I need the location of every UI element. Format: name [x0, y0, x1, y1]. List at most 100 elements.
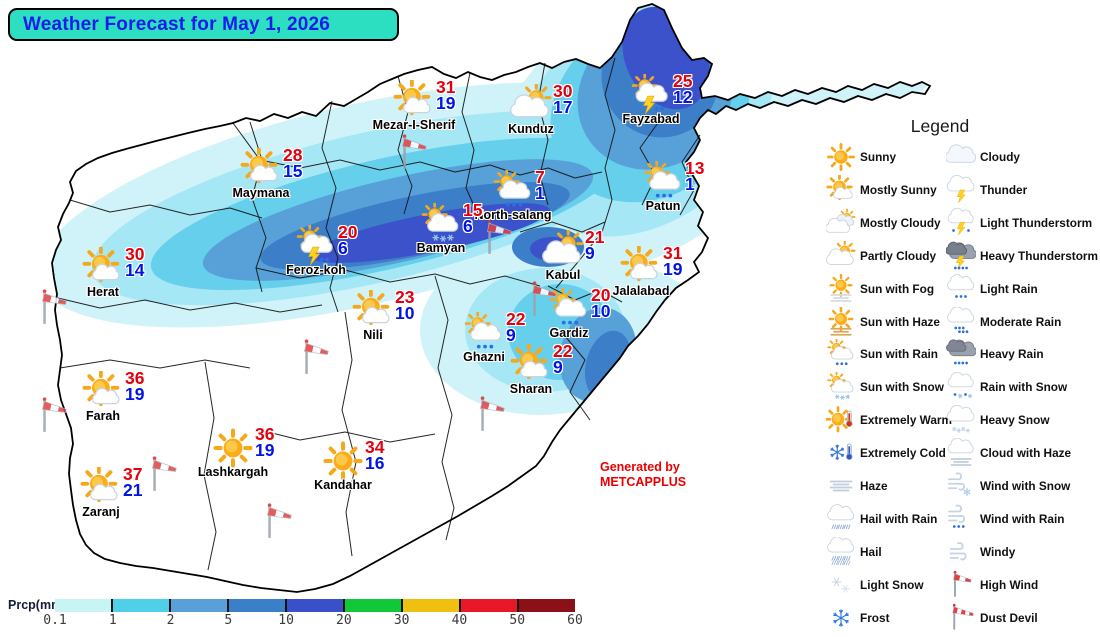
city-high-temp: 20	[338, 222, 358, 242]
city-low-temp: 17	[553, 97, 573, 117]
city-low-temp: 6	[338, 238, 348, 258]
city-low-temp: 16	[365, 453, 385, 473]
mostly-sunny-icon	[352, 290, 394, 332]
light-tstorm-icon	[946, 207, 976, 238]
legend-label: Dust Devil	[980, 610, 1038, 625]
legend-row-ext-cold: Extremely Cold	[826, 438, 946, 468]
sun-thunder-icon	[295, 225, 337, 267]
sunny-icon	[212, 427, 254, 469]
city-low-temp: 1	[535, 183, 545, 203]
city-high-temp: 13	[685, 158, 705, 178]
city-marker-kabul: 21 9 Kabul	[542, 228, 604, 282]
windsock-icon	[300, 338, 330, 381]
city-low-temp: 6	[463, 216, 473, 236]
city-marker-gardiz: 20 10 Gardiz	[548, 286, 611, 340]
legend-label: Moderate Rain	[980, 314, 1062, 329]
city-name: Farah	[85, 409, 121, 423]
city-temps: 36 19	[125, 368, 145, 403]
city-marker-ghazni: 22 9 Ghazni	[463, 310, 525, 364]
legend-row-light-snow: Light Snow	[826, 570, 924, 600]
windsock-icon	[528, 280, 558, 323]
city-high-temp: 31	[663, 243, 683, 263]
legend-label: Cloud with Haze	[980, 446, 1072, 461]
windsock-icon	[476, 395, 506, 438]
city-low-temp: 21	[123, 480, 143, 500]
legend-row-heavy-snow: Heavy Snow	[946, 405, 1050, 435]
city-marker-zaranj: 37 21 Zaranj	[80, 465, 142, 519]
city-low-temp: 19	[255, 440, 275, 460]
city-marker-feroz-koh: 20 6 Feroz-koh	[286, 223, 357, 277]
legend-label: Mostly Cloudy	[860, 215, 941, 230]
city-temps: 37 21	[123, 464, 143, 500]
legend-label: Light Rain	[980, 281, 1038, 296]
windsock-icon	[38, 288, 68, 331]
frost-icon	[826, 603, 856, 633]
colorbar-segment	[111, 599, 169, 612]
colorbar-tick-label: 5	[224, 613, 233, 628]
sun-thunder-icon	[630, 74, 672, 116]
windsock-icon	[38, 396, 68, 439]
ext-warm-icon	[826, 405, 856, 435]
city-high-temp: 30	[553, 81, 573, 101]
legend-row-hail-rain: Hail with Rain	[826, 504, 937, 534]
city-temps: 21 9	[585, 228, 604, 262]
legend-row-dust-devil: Dust Devil	[946, 603, 1038, 633]
city-name: Lashkargah	[197, 465, 269, 479]
sun-rain-icon	[492, 170, 534, 212]
city-high-temp: 22	[553, 341, 573, 361]
city-low-temp: 19	[436, 93, 456, 113]
windy-icon	[946, 537, 976, 567]
city-name: Ghazni	[463, 350, 505, 364]
windsock-icon	[148, 455, 178, 498]
colorbar-label: Prcp(mm)	[8, 598, 67, 612]
colorbar-segment	[459, 599, 517, 612]
legend-row-mod-rain: Moderate Rain	[946, 306, 1062, 337]
legend-row-wind-rain: Wind with Rain	[946, 504, 1064, 534]
wind-snow-icon	[946, 471, 976, 501]
colorbar-tick-label: 0.1	[43, 613, 67, 628]
forecast-title-bar: Weather Forecast for May 1, 2026	[8, 8, 399, 41]
cloud-haze-icon	[946, 438, 976, 468]
legend-label: Heavy Thunderstorm	[980, 248, 1098, 263]
city-high-temp: 34	[365, 437, 385, 457]
windsock-icon	[483, 218, 513, 261]
city-low-temp: 9	[506, 325, 516, 345]
colorbar-tick-label: 60	[567, 613, 583, 628]
sun-snow-icon	[826, 372, 856, 402]
city-name: Feroz-koh	[286, 263, 346, 277]
legend-label: Thunder	[980, 182, 1028, 197]
colorbar-tick-label: 10	[278, 613, 294, 628]
legend-row-haze: Haze	[826, 471, 888, 501]
city-low-temp: 10	[395, 303, 415, 323]
colorbar-segment	[401, 599, 459, 612]
windsock-icon	[263, 502, 293, 545]
legend-panel: Legend Sunny Mostly Sunny Mostly Cloudy Par…	[820, 112, 1100, 637]
colorbar-tick-label: 1	[108, 613, 117, 628]
hail-rain-icon	[826, 504, 856, 534]
mostly-sunny-icon	[510, 344, 552, 386]
legend-row-mostly-sunny: Mostly Sunny	[826, 174, 937, 205]
city-temps: 22 9	[553, 341, 573, 376]
city-temps: 25 12	[673, 72, 692, 106]
city-high-temp: 36	[125, 368, 145, 388]
city-temps: 28 15	[283, 145, 303, 180]
city-high-temp: 37	[123, 464, 143, 484]
credit-line-1: Generated by	[600, 460, 680, 474]
city-name: Kabul	[545, 268, 581, 282]
city-name: North-salang	[474, 208, 552, 222]
legend-row-windy: Windy	[946, 537, 1015, 567]
sun-fog-icon	[826, 273, 856, 304]
legend-label: Heavy Snow	[980, 413, 1050, 428]
city-marker-jalalabad: 31 19 Jalalabad	[613, 244, 683, 298]
legend-label: Sun with Fog	[860, 281, 935, 296]
colorbar-segment	[55, 599, 111, 612]
legend-row-light-rain: Light Rain	[946, 273, 1038, 304]
mostly-sunny-icon	[80, 467, 122, 509]
city-marker-farah: 36 19 Farah	[82, 369, 144, 423]
legend-row-sunny: Sunny	[826, 142, 896, 172]
city-high-temp: 28	[283, 145, 303, 165]
city-temps: 13 1	[685, 158, 705, 193]
legend-label: Light Snow	[860, 577, 924, 592]
city-temps: 31 19	[663, 243, 683, 278]
city-name: Mezar-I-Sherif	[372, 118, 456, 132]
